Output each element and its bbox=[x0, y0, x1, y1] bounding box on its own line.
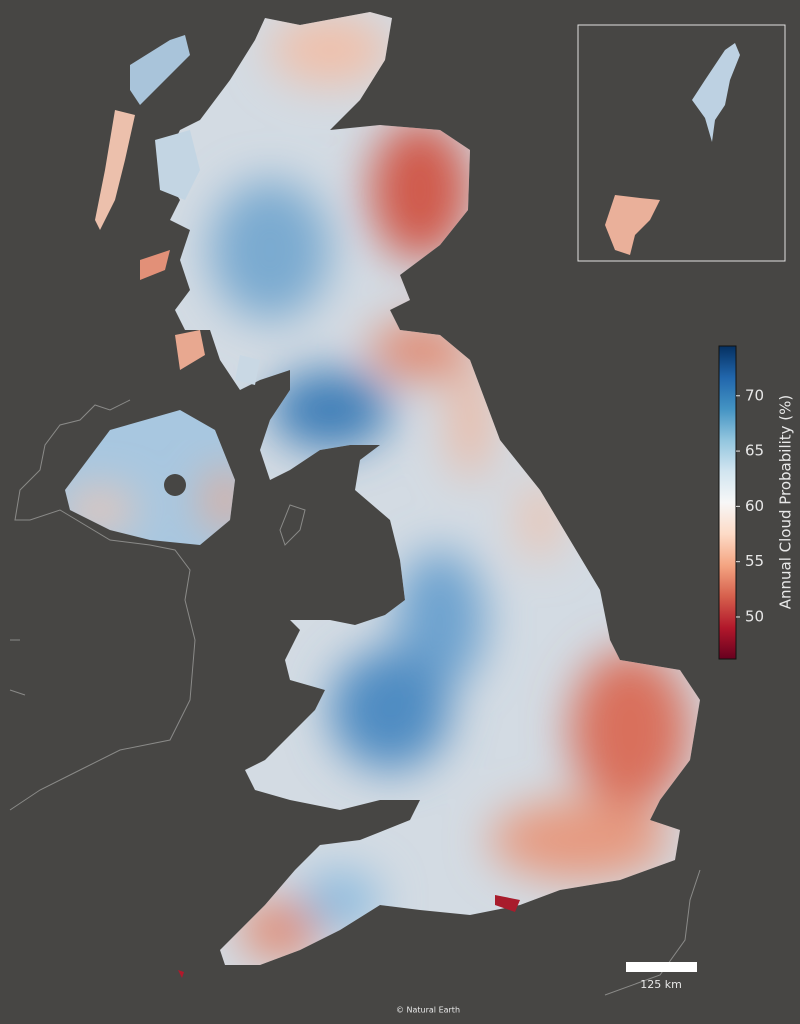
ireland-outline bbox=[9, 399, 701, 996]
colorbar-tick-label: 70 bbox=[745, 386, 764, 404]
colorbar-tick-label: 60 bbox=[745, 497, 764, 515]
islands bbox=[95, 35, 520, 978]
colorbar-label: Annual Cloud Probability (%) bbox=[777, 395, 795, 610]
orkney bbox=[605, 195, 660, 255]
colorbar-tick-label: 65 bbox=[745, 442, 764, 460]
colorbar-tick-label: 50 bbox=[745, 607, 764, 625]
inset-frame bbox=[577, 24, 786, 262]
colorbar-tick-label: 55 bbox=[745, 552, 764, 570]
shetland bbox=[692, 43, 740, 142]
colorbar bbox=[718, 345, 737, 660]
scale-bar-label: 125 km bbox=[640, 978, 682, 991]
northern-ireland bbox=[65, 410, 235, 545]
isle-of-man bbox=[279, 504, 306, 546]
credit: © Natural Earth bbox=[396, 1006, 460, 1015]
scale-bar bbox=[626, 962, 697, 972]
